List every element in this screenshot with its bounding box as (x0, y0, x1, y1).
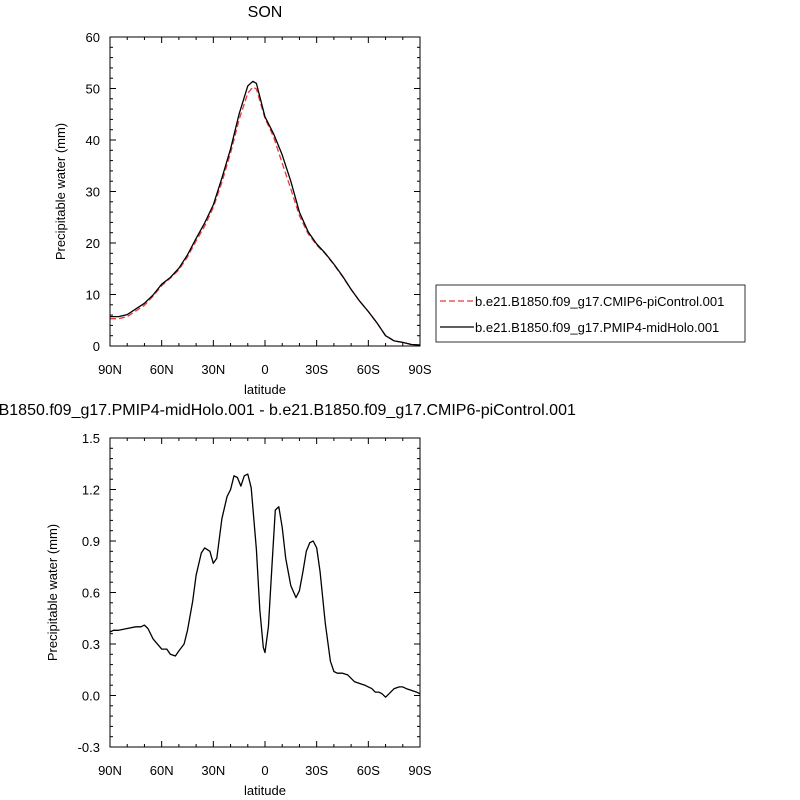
bottom-x-axis-label: latitude (244, 783, 286, 798)
bottom-x-tick-label: 90N (98, 763, 122, 778)
bottom-y-tick-label: 0.3 (82, 637, 100, 652)
bottom-x-tick-label: 60N (150, 763, 174, 778)
bottom-x-tick-label: 0 (261, 763, 268, 778)
bottom-y-tick-label: 0.0 (82, 689, 100, 704)
top-series-line-0 (110, 86, 421, 346)
top-y-tick-label: 50 (86, 82, 100, 97)
legend-label-0: b.e21.B1850.f09_g17.CMIP6-piControl.001 (475, 294, 724, 309)
top-x-tick-label: 60N (150, 362, 174, 377)
bottom-y-tick-label: -0.3 (78, 740, 100, 755)
top-y-tick-label: 60 (86, 30, 100, 45)
top-x-tick-label: 90N (98, 362, 122, 377)
top-x-tick-label: 30N (201, 362, 225, 377)
bottom-y-tick-label: 0.6 (82, 586, 100, 601)
top-series-line-1 (110, 80, 421, 346)
bottom-plot-frame (109, 437, 421, 748)
top-x-tick-label: 90S (408, 362, 431, 377)
legend: b.e21.B1850.f09_g17.CMIP6-piControl.001b… (435, 284, 746, 343)
top-chart: SON 0 10 20 30 40 50 60 90N 60N 30N 0 30S 60S 90S latit… (53, 4, 746, 397)
top-x-tick-label: 60S (357, 362, 380, 377)
bottom-x-tick-label: 30S (305, 763, 328, 778)
bottom-series-line-0 (109, 473, 421, 698)
top-y-tick-label: 10 (86, 288, 100, 303)
bottom-y-tick-label: 1.2 (82, 483, 100, 498)
top-x-axis-label: latitude (244, 382, 286, 397)
bottom-y-axis-label: Precipitable water (mm) (45, 524, 60, 661)
legend-label-1: b.e21.B1850.f09_g17.PMIP4-midHolo.001 (475, 320, 719, 335)
top-plot-frame (109, 36, 421, 347)
top-y-tick-label: 40 (86, 133, 100, 148)
bottom-x-tick-label: 60S (357, 763, 380, 778)
bottom-y-tick-label: 1.5 (82, 431, 100, 446)
bottom-x-tick-label: 30N (201, 763, 225, 778)
top-y-tick-label: 0 (93, 339, 100, 354)
bottom-x-tick-label: 90S (408, 763, 431, 778)
top-y-tick-label: 30 (86, 185, 100, 200)
top-y-tick-label: 20 (86, 236, 100, 251)
top-y-axis-label: Precipitable water (mm) (53, 123, 68, 260)
bottom-y-tick-label: 0.9 (82, 534, 100, 549)
top-chart-title: SON (248, 4, 283, 21)
top-x-tick-label: 0 (261, 362, 268, 377)
legend-box (435, 284, 746, 343)
bottom-chart: b.e21.B1850.f09_g17.PMIP4-midHolo.001 - … (0, 402, 576, 798)
bottom-chart-title: b.e21.B1850.f09_g17.PMIP4-midHolo.001 - … (0, 402, 576, 419)
top-x-tick-label: 30S (305, 362, 328, 377)
